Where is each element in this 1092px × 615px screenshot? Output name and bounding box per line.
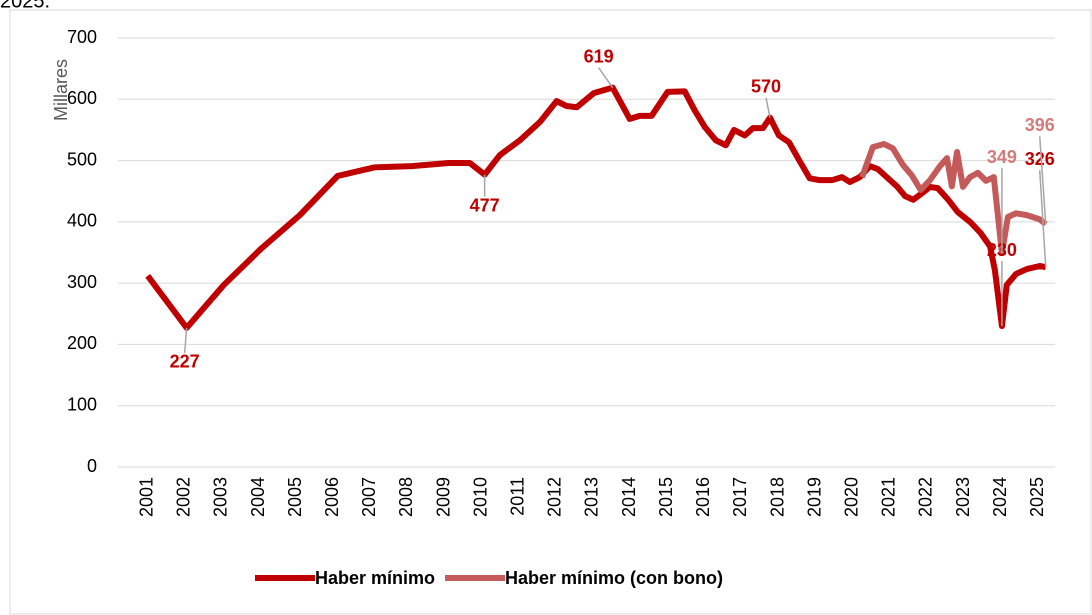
x-tick-label: 2011 [508,477,528,516]
x-tick-label: 2007 [359,477,379,517]
y-tick-label: 600 [67,88,97,108]
x-tick-label: 2025 [1027,477,1047,517]
x-tick-label: 2021 [879,477,899,517]
x-tick-label: 2024 [990,477,1010,517]
x-tick-label: 2015 [656,477,676,517]
leader-line [1038,136,1047,225]
series-line [859,141,1048,257]
chart-title: 2025. [0,0,50,12]
legend-label: Haber mínimo [315,568,435,588]
x-tick-label: 2004 [248,477,268,517]
y-tick-label: 200 [67,333,97,353]
data-label: 227 [170,352,200,372]
x-tick-label: 2003 [211,477,231,517]
x-tick-label: 2013 [582,477,602,517]
x-tick-label: 2014 [619,477,639,517]
x-tick-label: 2005 [285,477,305,517]
y-tick-label: 300 [67,272,97,292]
x-tick-label: 2022 [916,477,936,517]
legend-label: Haber mínimo (con bono) [505,568,723,588]
x-tick-label: 2008 [396,477,416,517]
x-tick-label: 2016 [693,477,713,517]
y-tick-label: 700 [67,27,97,47]
x-tick-label: 2001 [136,477,156,517]
series-line [145,84,1047,331]
leader-line [765,97,771,118]
leader-line [1038,170,1047,268]
data-label: 396 [1025,115,1055,135]
leader-line [598,67,614,89]
data-label: 349 [987,147,1017,167]
leader-line [183,327,188,353]
x-tick-label: 2012 [545,477,565,517]
y-tick-label: 400 [67,211,97,231]
x-tick-label: 2010 [470,477,490,517]
x-tick-label: 2009 [433,477,453,517]
y-tick-label: 100 [67,394,97,414]
y-tick-label: 0 [87,456,97,476]
x-tick-label: 2023 [953,477,973,517]
y-tick-label: 500 [67,149,97,169]
x-tick-label: 2006 [322,477,342,517]
x-tick-label: 2002 [174,477,194,517]
x-tick-label: 2018 [767,477,787,517]
data-label: 326 [1025,149,1055,169]
x-tick-label: 2019 [804,477,824,517]
y-axis-label: Millares [51,59,71,121]
data-label: 619 [584,46,614,66]
x-tick-label: 2020 [842,477,862,517]
x-tick-label: 2017 [730,477,750,517]
data-label: 477 [470,195,500,215]
data-label: 570 [751,76,781,96]
